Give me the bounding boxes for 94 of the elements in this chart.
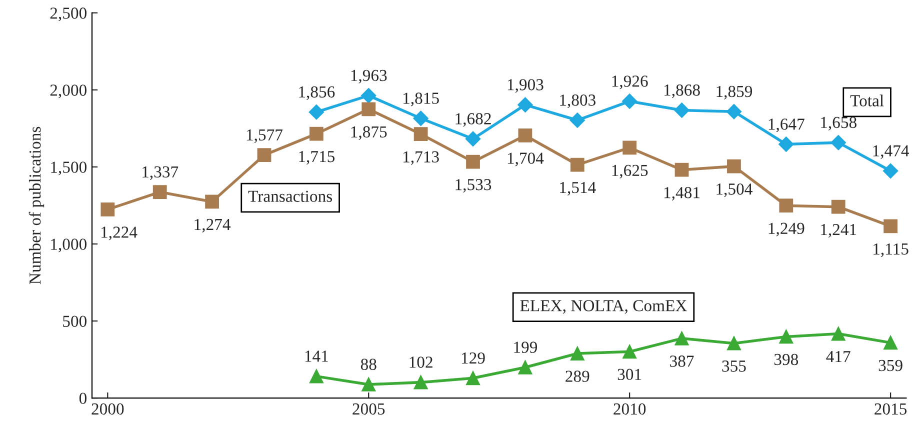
data-label: 1,504 xyxy=(716,183,752,198)
point xyxy=(726,104,742,120)
series-label: Total xyxy=(850,94,884,106)
point xyxy=(778,136,794,152)
point xyxy=(152,185,167,199)
data-label: 1,249 xyxy=(768,222,804,236)
data-label: 1,241 xyxy=(821,224,856,238)
point xyxy=(674,102,690,118)
data-label: 1,647 xyxy=(768,118,804,132)
data-label: 1,815 xyxy=(404,92,439,106)
data-label: 289 xyxy=(566,370,590,382)
data-label: 199 xyxy=(514,342,538,353)
data-label: 1,803 xyxy=(560,94,596,108)
y-tick-label: 500 xyxy=(63,316,87,327)
point xyxy=(831,200,846,214)
point xyxy=(622,344,637,359)
x-tick-label: 2010 xyxy=(614,403,646,415)
data-label: 1,481 xyxy=(664,186,700,201)
data-label: 1,577 xyxy=(246,129,283,143)
data-label: 1,115 xyxy=(874,243,908,258)
y-tick-label: 0 xyxy=(79,392,87,404)
data-label: 1,533 xyxy=(456,179,492,193)
point xyxy=(466,371,480,386)
data-label: 359 xyxy=(878,360,902,372)
point xyxy=(362,378,376,392)
point xyxy=(884,336,898,350)
point xyxy=(884,219,898,234)
y-tick-label: 2,000 xyxy=(50,84,87,98)
point xyxy=(727,336,741,350)
point xyxy=(518,360,532,374)
point xyxy=(309,126,324,141)
point xyxy=(674,331,689,346)
x-tick-label: 2005 xyxy=(352,403,385,415)
y-axis-title: Number of publications xyxy=(28,126,44,284)
point xyxy=(361,88,376,104)
data-label: 1,224 xyxy=(101,226,138,240)
data-label: 1,859 xyxy=(716,86,752,100)
data-label: 1,625 xyxy=(612,164,648,178)
series-label: ELEX, NOLTA, ComEX xyxy=(520,300,687,314)
y-tick-label: 1,500 xyxy=(51,162,87,176)
point xyxy=(622,94,638,109)
x-tick-label: 2015 xyxy=(874,403,907,415)
data-label: 1,274 xyxy=(194,218,231,233)
data-label: 1,926 xyxy=(612,76,648,90)
data-label: 1,715 xyxy=(299,151,335,165)
data-label: 141 xyxy=(305,350,328,362)
data-label: 102 xyxy=(410,356,432,368)
point xyxy=(518,97,533,112)
point xyxy=(831,326,846,341)
point xyxy=(465,131,481,146)
point xyxy=(100,202,115,216)
point xyxy=(570,346,584,360)
data-label: 387 xyxy=(670,356,694,367)
data-label: 1,963 xyxy=(351,70,387,84)
point xyxy=(830,135,846,150)
point xyxy=(570,112,585,128)
point xyxy=(466,154,480,169)
x-tick-label: 2000 xyxy=(92,403,124,415)
point xyxy=(570,158,584,172)
point xyxy=(308,104,324,120)
data-label: 1,713 xyxy=(404,151,439,165)
point xyxy=(362,102,376,116)
data-label: 1,682 xyxy=(456,113,491,127)
point xyxy=(674,162,689,177)
point xyxy=(518,128,532,142)
data-label: 1,868 xyxy=(664,84,700,98)
point xyxy=(727,159,741,174)
data-label: 1,514 xyxy=(560,182,596,196)
y-tick-label: 2,500 xyxy=(50,8,87,22)
point xyxy=(779,198,794,213)
point xyxy=(413,110,428,126)
data-label: 88 xyxy=(360,358,376,370)
point xyxy=(622,140,637,155)
data-label: 129 xyxy=(462,352,485,364)
series-label: Transactions xyxy=(248,190,332,202)
data-label: 1,875 xyxy=(351,126,387,140)
data-label: 1,704 xyxy=(508,152,544,166)
point xyxy=(309,369,324,384)
point xyxy=(882,163,898,178)
y-tick-label: 1,000 xyxy=(51,238,87,252)
data-label: 1,903 xyxy=(508,79,544,93)
data-label: 398 xyxy=(774,354,798,366)
data-label: 1,856 xyxy=(299,86,335,100)
data-label: 1,658 xyxy=(821,116,856,130)
point xyxy=(414,375,428,390)
data-label: 301 xyxy=(618,368,642,380)
data-label: 355 xyxy=(722,360,746,372)
data-label: 1,474 xyxy=(873,145,910,159)
point xyxy=(205,194,219,209)
point xyxy=(414,127,428,142)
data-label: 417 xyxy=(826,351,850,362)
point xyxy=(257,148,272,162)
data-label: 1,337 xyxy=(142,166,178,180)
point xyxy=(779,330,794,344)
